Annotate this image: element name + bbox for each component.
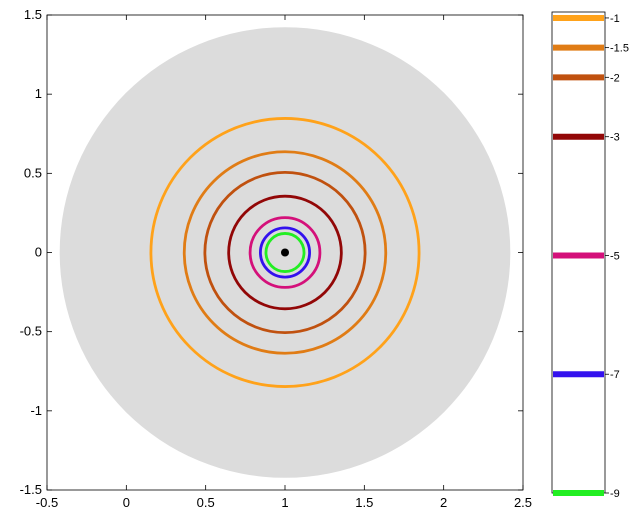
contour-line--9: [264, 232, 306, 273]
y-tick-label: 1: [35, 86, 42, 101]
x-tick-label: 0.5: [197, 495, 215, 510]
y-tick-label: -1.5: [20, 482, 42, 497]
x-tick-label: 0: [123, 495, 130, 510]
contour-line--1.5: [182, 150, 388, 355]
y-tick-label: -0.5: [20, 324, 42, 339]
colorbar-label--3: -3: [610, 132, 620, 144]
colorbar-label--1.5: -1.5: [610, 43, 629, 55]
colorbar-label--9: -9: [610, 488, 620, 500]
center-point: [281, 248, 289, 257]
contour-line--2: [203, 170, 367, 335]
contour-line--7: [259, 226, 311, 279]
contour-line--5: [248, 216, 322, 289]
contour-line--1: [149, 117, 421, 388]
x-tick-label: 2: [440, 495, 447, 510]
y-tick-label: 1.5: [24, 7, 42, 22]
y-tick-label: -1: [30, 403, 42, 418]
y-tick-label: 0.5: [24, 165, 42, 180]
x-tick-label: 1: [281, 495, 288, 510]
colorbar-label--1: -1: [610, 13, 620, 25]
x-tick-label: -0.5: [36, 495, 58, 510]
y-axis: -1.5 -1 -0.5 0 0.5 1 1.5: [20, 7, 523, 497]
colorbar-label--5: -5: [610, 250, 620, 262]
colorbar-label--7: -7: [610, 369, 620, 381]
x-tick-label: 1.5: [355, 495, 373, 510]
y-tick-label: 0: [35, 245, 42, 260]
x-tick-label: 2.5: [514, 495, 532, 510]
x-axis: -0.5 0 0.5 1 1.5 2 2.5: [36, 15, 532, 510]
colorbar-label--2: -2: [610, 72, 620, 84]
contour-line--3: [227, 194, 343, 311]
colorbar: -1 -1.5 -2 -3 -5 -7 -9: [551, 11, 629, 500]
plot-area: [46, 14, 524, 491]
